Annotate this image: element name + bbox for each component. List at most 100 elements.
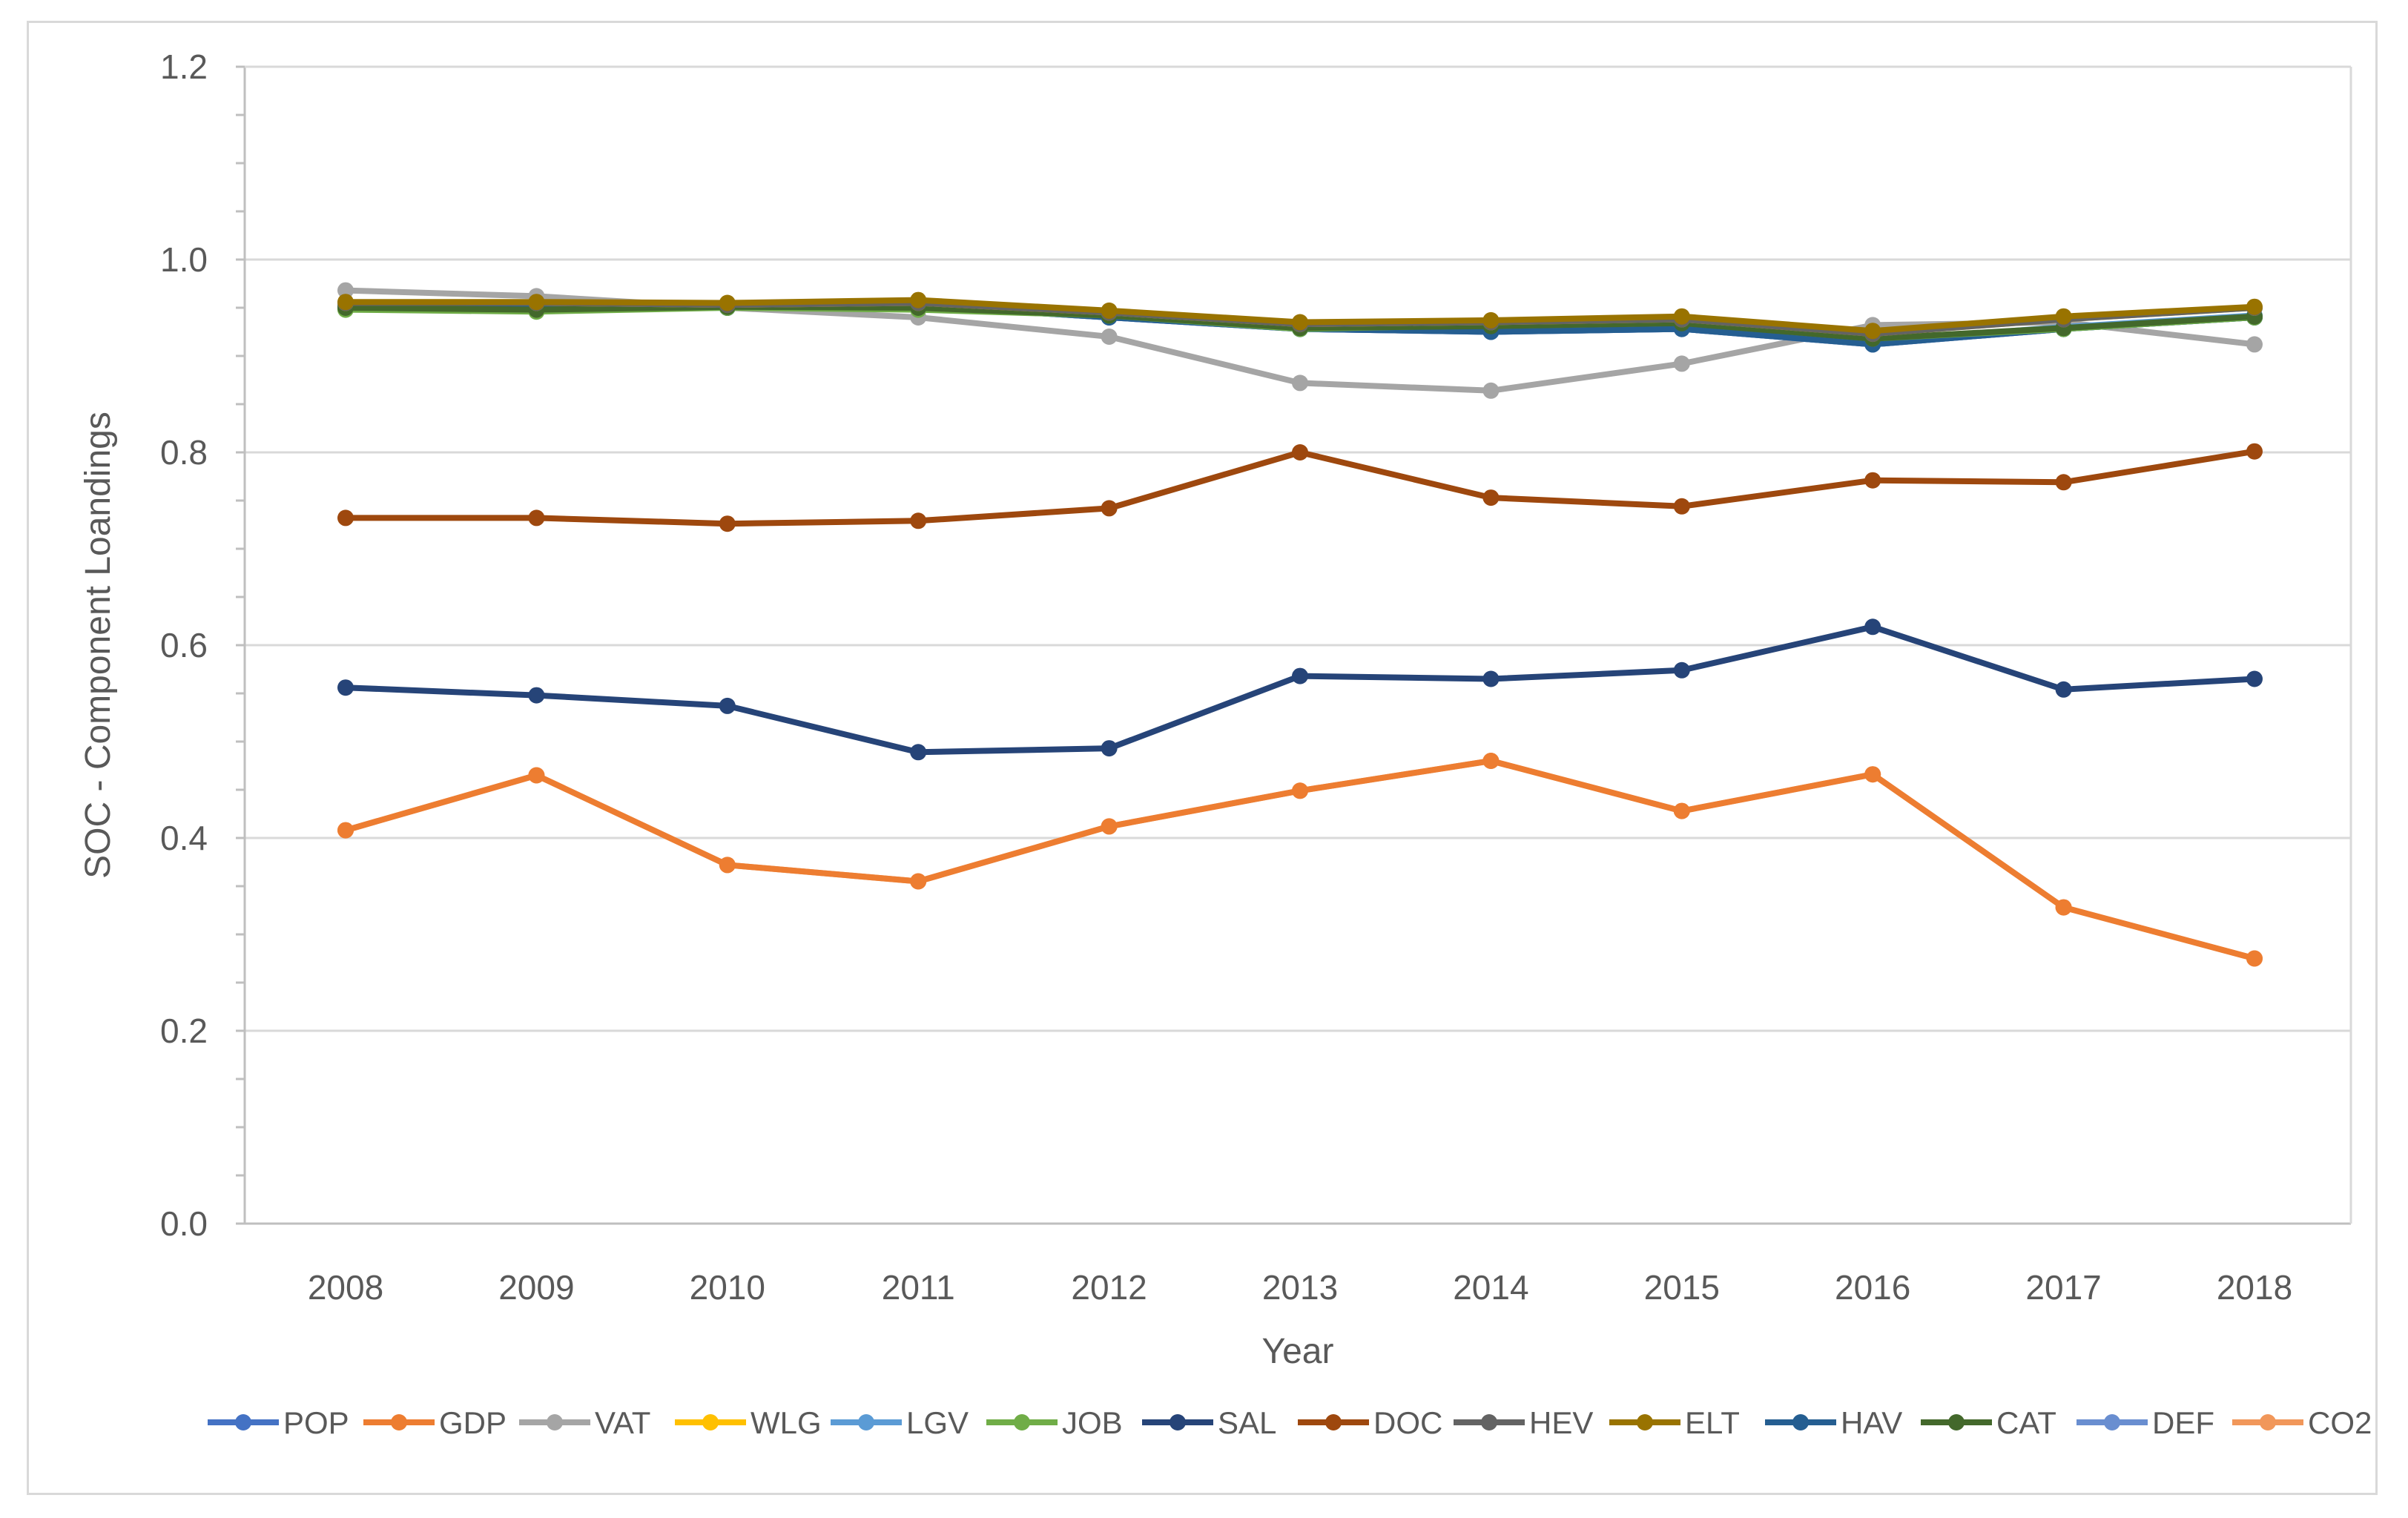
y-tick-label: 0.4 xyxy=(160,819,208,857)
legend-item-gdp: GDP xyxy=(363,1405,507,1440)
data-point-elt xyxy=(1864,323,1881,340)
x-tick-label: 2012 xyxy=(1071,1268,1147,1307)
x-tick-label: 2011 xyxy=(882,1268,955,1307)
data-point-doc xyxy=(910,512,927,529)
x-tick-label: 2008 xyxy=(308,1268,383,1307)
data-point-doc xyxy=(1482,489,1500,506)
legend-label: HEV xyxy=(1529,1405,1593,1440)
data-point-vat xyxy=(337,282,354,299)
data-point-gdp xyxy=(1864,766,1881,783)
data-point-elt xyxy=(1482,311,1500,329)
data-point-doc xyxy=(528,509,545,527)
data-point-elt xyxy=(1673,308,1690,325)
data-point-gdp xyxy=(2246,950,2263,967)
data-point-gdp xyxy=(719,857,736,874)
legend-item-job: JOB xyxy=(986,1405,1123,1440)
data-point-elt xyxy=(2246,298,2263,315)
legend-swatch-marker xyxy=(391,1414,407,1430)
legend-label: VAT xyxy=(595,1405,650,1440)
y-tick-label: 1.2 xyxy=(160,47,208,86)
legend-label: CO2 xyxy=(2308,1405,2372,1440)
data-point-sal xyxy=(1673,661,1690,679)
x-axis-ticks: 2008 2009 2010 2011 2012 2013 2014 2015 2016 2017… xyxy=(308,1268,2292,1307)
legend-swatch-marker xyxy=(547,1414,563,1430)
data-point-vat xyxy=(1101,329,1118,345)
legend-label: DOC xyxy=(1373,1405,1442,1440)
data-point-gdp xyxy=(337,822,354,839)
legend-label: GDP xyxy=(439,1405,507,1440)
y-tick-label: 0.6 xyxy=(160,626,208,664)
series-doc xyxy=(337,443,2263,532)
legend-label: HAV xyxy=(1841,1405,1902,1440)
legend-swatch-marker xyxy=(2104,1414,2120,1430)
legend-swatch-marker xyxy=(1014,1414,1030,1430)
data-point-elt xyxy=(719,294,736,311)
legend-label: CAT xyxy=(1996,1405,2056,1440)
data-point-sal xyxy=(337,679,354,696)
legend-swatch-marker xyxy=(1948,1414,1965,1430)
legend-item-co2: CO2 xyxy=(2232,1405,2372,1440)
y-axis-ticks: 0.0 0.2 0.4 0.6 0.8 1.0 1.2 xyxy=(160,47,245,1243)
data-point-gdp xyxy=(1673,802,1690,819)
series-line-doc xyxy=(343,448,2257,527)
series-sal xyxy=(337,618,2263,761)
data-point-sal xyxy=(1101,740,1118,757)
data-point-gdp xyxy=(1482,753,1500,769)
legend-item-pop: POP xyxy=(208,1405,349,1440)
legend-swatch-marker xyxy=(2260,1414,2276,1430)
legend-label: POP xyxy=(283,1405,349,1440)
x-tick-label: 2014 xyxy=(1453,1268,1528,1307)
data-point-sal xyxy=(2246,670,2263,687)
y-tick-label: 0.2 xyxy=(160,1012,208,1050)
y-tick-label: 0.8 xyxy=(160,433,208,472)
data-point-elt xyxy=(1292,314,1308,331)
chart-frame xyxy=(27,21,2378,1495)
data-point-doc xyxy=(1292,444,1308,461)
data-point-doc xyxy=(2246,443,2263,460)
data-point-elt xyxy=(2055,308,2072,325)
data-point-elt xyxy=(528,294,545,311)
legend-item-lgv: LGV xyxy=(831,1405,969,1440)
data-point-vat xyxy=(2246,336,2263,353)
data-point-doc xyxy=(719,515,736,532)
data-point-doc xyxy=(2055,474,2072,491)
legend-swatch-marker xyxy=(1481,1414,1497,1430)
x-tick-label: 2013 xyxy=(1262,1268,1338,1307)
legend-swatch-marker xyxy=(1792,1414,1809,1430)
data-point-elt xyxy=(337,294,354,311)
legend-item-sal: SAL xyxy=(1142,1405,1276,1440)
x-tick-label: 2010 xyxy=(690,1268,765,1307)
legend-item-wlg: WLG xyxy=(675,1405,822,1440)
data-point-elt xyxy=(910,291,927,308)
data-point-doc xyxy=(1864,472,1881,489)
x-tick-label: 2015 xyxy=(1644,1268,1720,1307)
y-tick-label: 0.0 xyxy=(160,1204,208,1243)
data-point-vat xyxy=(1673,355,1690,372)
data-point-sal xyxy=(910,744,927,761)
data-point-doc xyxy=(1101,500,1118,517)
legend-swatch-marker xyxy=(1325,1414,1342,1430)
data-point-elt xyxy=(1101,302,1118,319)
legend-swatch-marker xyxy=(1637,1414,1653,1430)
data-point-sal xyxy=(2055,681,2072,698)
data-point-doc xyxy=(1673,498,1690,515)
data-point-gdp xyxy=(910,873,927,890)
legend-label: ELT xyxy=(1685,1405,1740,1440)
legend-item-doc: DOC xyxy=(1298,1405,1442,1440)
legend-item-elt: ELT xyxy=(1609,1405,1740,1440)
series-lines xyxy=(337,282,2263,967)
y-axis-title: SOC - Component Loandings xyxy=(79,412,118,879)
x-tick-label: 2016 xyxy=(1835,1268,1910,1307)
legend-swatch-marker xyxy=(702,1414,719,1430)
legend-item-hev: HEV xyxy=(1454,1405,1593,1440)
data-point-sal xyxy=(1482,670,1500,687)
legend: POP GDP VAT WLG LGV JOB SAL DOC HEV ELT HAV CAT DEF C… xyxy=(208,1405,2372,1440)
series-gdp xyxy=(337,753,2263,967)
data-point-gdp xyxy=(528,767,545,784)
data-point-sal xyxy=(1292,667,1308,684)
legend-label: WLG xyxy=(751,1405,822,1440)
x-tick-label: 2018 xyxy=(2217,1268,2292,1307)
data-point-gdp xyxy=(2055,899,2072,916)
data-point-gdp xyxy=(1292,782,1308,799)
